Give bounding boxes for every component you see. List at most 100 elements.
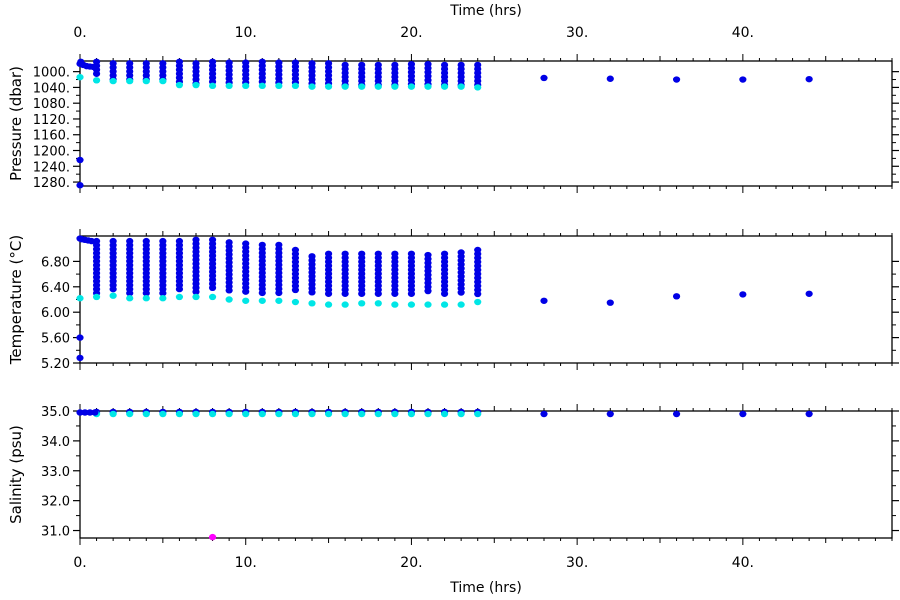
bottom-point (275, 410, 283, 418)
data-point (739, 76, 747, 83)
bottom-point (291, 82, 300, 90)
bottom-point (308, 83, 316, 90)
profile-point (208, 284, 217, 292)
data-point (86, 409, 94, 416)
profile-point (440, 290, 449, 297)
y-tick-label: 1000. (33, 66, 70, 81)
pressure-plot-frame (79, 60, 893, 187)
bottom-point (324, 410, 333, 418)
bottom-point (407, 83, 416, 90)
temperature-panel: 5.20 5.60 6.00 6.40 6.80 Temperature (°C) (7, 229, 899, 372)
profile-point (324, 290, 333, 297)
profile-point (242, 288, 250, 295)
x-tick-label-top: 30. (566, 25, 588, 41)
data-point (540, 74, 548, 82)
x-tick-label-top: 10. (235, 25, 257, 41)
bottom-point (208, 293, 217, 301)
bottom-point (457, 410, 465, 418)
bottom-point (424, 410, 432, 418)
y-tick-label: 6.00 (41, 306, 70, 321)
bottom-point (291, 298, 300, 306)
bottom-point (391, 301, 399, 308)
bottom-point (109, 77, 117, 85)
data-point (76, 295, 84, 302)
bottom-point (440, 83, 449, 90)
bottom-point (126, 77, 134, 85)
bottom-point (192, 81, 200, 89)
bottom-point (159, 410, 167, 418)
y-tick-label: 1080. (33, 97, 70, 112)
bottom-point (391, 83, 399, 90)
salinity-y-axis-label: Salinity (psu) (7, 425, 25, 524)
bottom-point (291, 410, 300, 418)
data-point (805, 75, 813, 83)
profile-point (391, 290, 399, 297)
data-point (208, 533, 217, 541)
bottom-point (258, 82, 266, 90)
data-point (76, 354, 84, 362)
pressure-panel: 1000.1040.1080.1120.1160.1200.1240.1280.… (7, 54, 899, 193)
bottom-point (308, 300, 316, 307)
profile-point (126, 289, 134, 297)
data-point (91, 409, 99, 416)
profile-point (424, 287, 432, 295)
profile-point (142, 289, 150, 297)
y-tick-label: 34.0 (41, 435, 70, 450)
profile-point (258, 289, 266, 297)
y-tick-label: 1120. (33, 113, 70, 128)
bottom-point (242, 297, 250, 304)
bottom-point (424, 301, 432, 308)
bottom-point (92, 77, 101, 84)
bottom-point (324, 83, 333, 90)
y-tick-label: 1240. (33, 160, 70, 175)
bottom-point (258, 297, 266, 304)
profile-point (474, 290, 482, 298)
pressure-y-axis-label: Pressure (dbar) (7, 66, 25, 181)
y-tick-label: 35.0 (41, 405, 70, 420)
profile-point (291, 286, 300, 294)
y-tick-label: 1200. (33, 145, 70, 160)
bottom-point (142, 295, 150, 302)
data-point (76, 73, 84, 81)
bottom-point (192, 410, 200, 418)
temperature-plot-frame (79, 235, 893, 364)
data-point (606, 299, 614, 306)
bottom-point (457, 301, 465, 308)
bottom-point (374, 300, 382, 307)
data-point (672, 293, 681, 300)
profile-point (275, 289, 283, 297)
y-tick-label: 6.40 (41, 281, 70, 296)
bottom-point (208, 410, 217, 418)
data-point (805, 410, 813, 418)
profile-point (159, 289, 167, 297)
x-tick-label-bottom: 40. (732, 555, 754, 571)
bottom-point (225, 296, 233, 303)
bottom-point (175, 410, 184, 418)
x-axis-title-top: Time (hrs) (449, 3, 522, 19)
profile-point (308, 289, 316, 296)
bottom-point (175, 293, 184, 301)
data-point (606, 75, 614, 82)
y-tick-label: 33.0 (41, 465, 70, 480)
x-tick-label-top: 20. (400, 25, 422, 41)
bottom-point (341, 410, 349, 418)
bottom-point (474, 410, 482, 418)
y-tick-label: 6.80 (41, 255, 70, 270)
data-point (540, 410, 548, 418)
x-tick-label-bottom: 10. (235, 555, 257, 571)
profile-point (374, 290, 382, 297)
bottom-point (407, 301, 416, 308)
bottom-point (407, 410, 416, 418)
bottom-point (424, 83, 432, 90)
bottom-point (225, 82, 233, 90)
data-point (672, 410, 681, 418)
x-tick-label-top: 40. (732, 25, 754, 41)
profile-point (457, 289, 465, 296)
data-point (540, 297, 548, 304)
bottom-point (126, 410, 134, 418)
bottom-point (358, 410, 366, 418)
data-point (606, 410, 614, 418)
data-point (805, 290, 813, 297)
data-point (739, 410, 747, 418)
data-point (76, 156, 84, 164)
